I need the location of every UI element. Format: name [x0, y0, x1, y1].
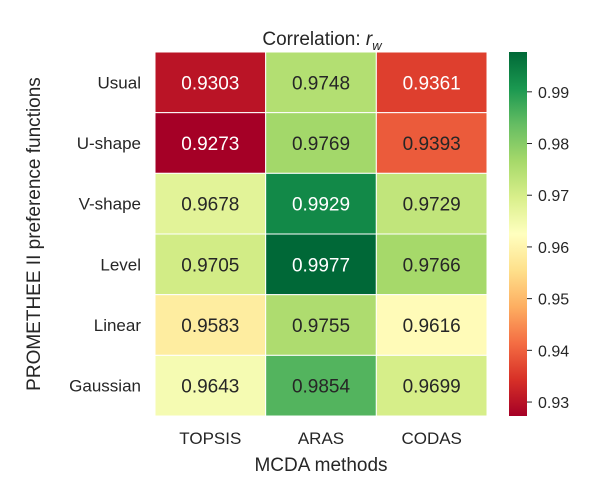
heatmap-cell — [375, 294, 488, 356]
cell-value-label: 0.9854 — [292, 377, 351, 398]
chart-title-prefix: Correlation: — [262, 29, 366, 50]
y-tick-label: Gaussian — [69, 377, 141, 396]
y-tick-label: Level — [100, 255, 141, 274]
heatmap-cell — [154, 233, 267, 296]
cell-value-label: 0.9729 — [403, 195, 461, 216]
heatmap-cells: 0.9303 0.9748 0.9361 0.9273 0.9769 0.9393 0.96… — [154, 51, 488, 417]
heatmap-cell — [375, 354, 488, 417]
cell-value-label: 0.9643 — [181, 377, 239, 398]
cell-value-label: 0.9273 — [181, 134, 239, 155]
colorbar-tick-label: 0.99 — [538, 85, 569, 102]
cell-value-label: 0.9769 — [292, 134, 350, 155]
x-tick-label: CODAS — [401, 429, 461, 448]
x-tick-label: TOPSIS — [179, 429, 241, 448]
colorbar: 0.93 0.94 0.95 0.96 0.97 0.98 0.99 — [509, 52, 569, 416]
chart-title-var: r — [366, 29, 373, 50]
chart-title: Correlation: rw — [262, 29, 383, 53]
cell-value-label: 0.9361 — [403, 73, 461, 94]
cell-value-label: 0.9616 — [403, 316, 461, 337]
cell-value-label: 0.9699 — [403, 377, 461, 398]
y-tick-label: Linear — [94, 316, 142, 335]
y-axis-label: PROMETHEE II preference functions — [24, 77, 45, 391]
chart-title-subscript: w — [372, 38, 383, 53]
y-tick-label: V-shape — [79, 195, 141, 214]
colorbar-ticks: 0.93 0.94 0.95 0.96 0.97 0.98 0.99 — [527, 85, 569, 412]
heatmap-cell — [375, 51, 488, 114]
colorbar-tick-label: 0.95 — [538, 292, 569, 309]
cell-value-label: 0.9583 — [181, 316, 239, 337]
heatmap-cell — [265, 51, 377, 114]
x-axis-label: MCDA methods — [254, 455, 387, 476]
cell-value-label: 0.9748 — [292, 73, 350, 94]
y-tick-label: U-shape — [77, 134, 141, 153]
cell-value-label: 0.9303 — [181, 73, 239, 94]
cell-value-label: 0.9766 — [403, 255, 461, 276]
y-tick-labels: Usual U-shape V-shape Level Linear Gaussian — [69, 73, 141, 395]
cell-value-label: 0.9755 — [292, 316, 350, 337]
x-tick-labels: TOPSIS ARAS CODAS — [179, 429, 462, 448]
heatmap-cell — [375, 233, 488, 296]
heatmap-cell — [375, 172, 488, 235]
y-tick-label: Usual — [98, 73, 141, 92]
heatmap-cell — [265, 354, 377, 417]
heatmap-cell — [265, 233, 377, 296]
cell-value-label: 0.9977 — [292, 255, 350, 276]
colorbar-tick-label: 0.93 — [538, 395, 569, 412]
heatmap-cell — [154, 294, 267, 356]
colorbar-tick-label: 0.97 — [538, 188, 569, 205]
heatmap-cell — [265, 172, 377, 235]
heatmap-cell — [154, 354, 267, 417]
colorbar-tick-label: 0.94 — [538, 343, 569, 360]
colorbar-tick-label: 0.96 — [538, 240, 569, 257]
colorbar-tick-label: 0.98 — [538, 137, 569, 154]
cell-value-label: 0.9393 — [403, 134, 461, 155]
colorbar-gradient — [509, 52, 527, 416]
cell-value-label: 0.9678 — [181, 195, 239, 216]
cell-value-label: 0.9929 — [292, 195, 350, 216]
x-tick-label: ARAS — [298, 429, 344, 448]
cell-value-label: 0.9705 — [181, 255, 239, 276]
